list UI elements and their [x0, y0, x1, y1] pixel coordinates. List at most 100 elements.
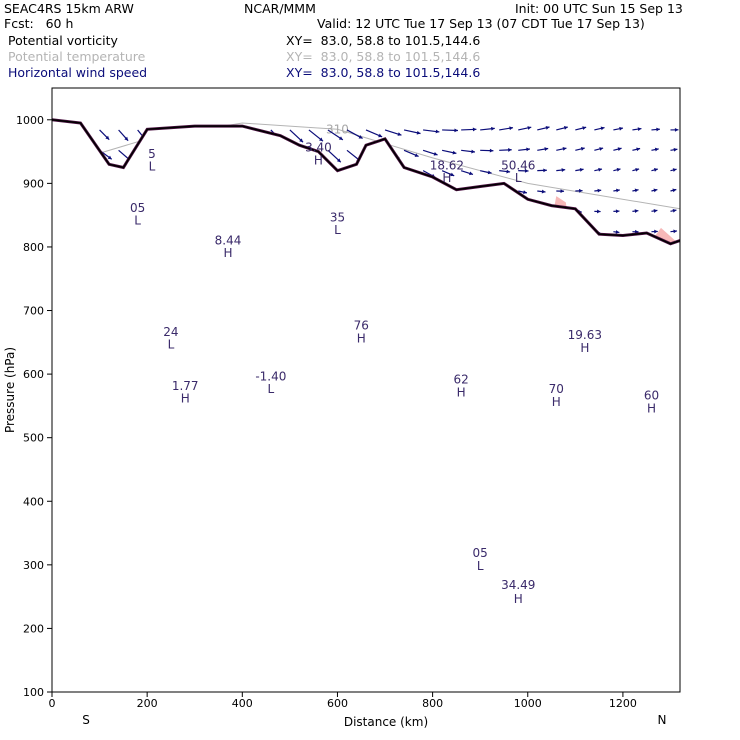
wind-vector-head [452, 150, 457, 155]
wind-vector-head [637, 127, 642, 132]
wind-vector-head [653, 188, 658, 193]
hl-annotation: L [268, 382, 275, 396]
wind-vector [651, 229, 658, 234]
wind-vector-head [544, 147, 549, 151]
wind-vector-head [509, 126, 514, 131]
wind-vector [499, 148, 512, 152]
hl-annotation: 3.40 [305, 141, 332, 155]
wind-vector-head [681, 463, 685, 467]
wind-vector-head [683, 516, 687, 520]
wind-vector-head [597, 209, 601, 214]
hl-annotation: 05 [130, 201, 145, 215]
wind-vector [651, 168, 658, 172]
field-label-theta: Potential temperature [8, 49, 146, 64]
hl-annotation: 34.49 [501, 578, 535, 592]
wind-vector [118, 129, 129, 142]
hl-annotation: 5 [148, 147, 156, 161]
init-time: Init: 00 UTC Sun 15 Sep 13 [515, 1, 683, 16]
y-tick-label: 900 [23, 177, 44, 190]
wind-vector [670, 127, 679, 132]
field-xy-theta: XY= 83.0, 58.8 to 101.5,144.6 [286, 49, 481, 64]
wind-vector [460, 170, 474, 176]
wind-vector [556, 189, 565, 194]
hl-annotation: L [149, 160, 156, 174]
hl-annotation: H [314, 153, 323, 167]
wind-vector-head [378, 133, 383, 138]
wind-vector-head [545, 125, 550, 130]
wind-vector [537, 189, 546, 194]
y-tick-label: 800 [23, 241, 44, 254]
wind-vector [670, 229, 678, 234]
wind-vector [575, 126, 587, 131]
wind-vector [327, 129, 344, 141]
hl-annotation: 05 [473, 546, 488, 560]
wind-vector-head [491, 126, 495, 131]
wind-vector [670, 188, 677, 193]
wind-vector-head [358, 135, 363, 139]
wind-vector [670, 168, 677, 172]
hl-annotation: 8.44 [215, 233, 242, 247]
wind-vector [613, 188, 620, 193]
wind-vector [441, 170, 455, 177]
wind-vector [575, 188, 583, 193]
hl-annotation: 50.46 [501, 158, 535, 172]
wind-vector-head [397, 132, 402, 136]
wind-vector [632, 188, 639, 193]
center-label: NCAR/MMM [244, 1, 316, 16]
wind-vector-head [487, 170, 492, 175]
wind-vector [613, 167, 621, 172]
wind-vector-head [435, 129, 440, 134]
wind-vector [594, 167, 603, 172]
wind-vector-head [634, 209, 639, 213]
wind-vector-head [508, 148, 512, 152]
wind-vector-head [615, 230, 620, 234]
wind-vector-head [433, 152, 438, 156]
field-label-wind: Horizontal wind speed [8, 65, 148, 80]
wind-vector [594, 126, 605, 131]
model-title: SEAC4RS 15km ARW [4, 1, 134, 16]
wind-vector-head [450, 172, 455, 177]
hl-annotation: H [514, 592, 523, 606]
wind-vector-head [582, 126, 587, 130]
wind-vector-head [579, 188, 583, 193]
wind-vector [461, 127, 477, 132]
wind-vector-head [682, 480, 686, 483]
hl-annotation: 35 [330, 211, 345, 225]
hl-annotation: -1.40 [255, 369, 286, 383]
wind-vector [442, 128, 458, 133]
wind-vector [670, 208, 677, 213]
wind-vector [537, 168, 547, 173]
x-tick-label: 1200 [609, 697, 637, 710]
hl-annotation: 60 [644, 389, 659, 403]
wind-vector-head [597, 188, 602, 193]
valid-time: Valid: 12 UTC Tue 17 Sep 13 (07 CDT Tue … [317, 16, 645, 31]
x-tick-label: 600 [327, 697, 348, 710]
field-xy-wind: XY= 83.0, 58.8 to 101.5,144.6 [286, 65, 481, 80]
x-tick-label: 800 [422, 697, 443, 710]
x-right-end-label: N [658, 713, 667, 727]
wind-vector-head [599, 147, 604, 151]
axes: 0 200 400 600 800 1000 1200 100 200 300 400 500 600 7… [16, 114, 637, 710]
x-tick-label: 400 [232, 697, 253, 710]
wind-vector-head [598, 167, 603, 172]
hl-annotation: H [457, 385, 466, 399]
wind-vector [651, 127, 660, 132]
x-tick-label: 1000 [514, 697, 542, 710]
wind-vector [403, 129, 421, 135]
wind-vector [613, 126, 624, 131]
terrain [52, 118, 680, 692]
wind-vector [651, 209, 658, 213]
wind-vector-head [338, 136, 343, 140]
wind-vector [480, 148, 494, 153]
wind-vector-head [299, 138, 304, 143]
hl-annotation: H [357, 331, 366, 345]
wind-vector-head [561, 168, 566, 172]
hl-annotation: L [515, 171, 522, 185]
wind-vector-head [580, 146, 585, 151]
x-left-end-label: S [82, 713, 90, 727]
forecast-hour: Fcst: 60 h [4, 16, 74, 31]
terrain-line [52, 119, 680, 245]
wind-vector [480, 126, 495, 131]
wind-vector [518, 190, 528, 194]
wind-vector [613, 209, 620, 214]
